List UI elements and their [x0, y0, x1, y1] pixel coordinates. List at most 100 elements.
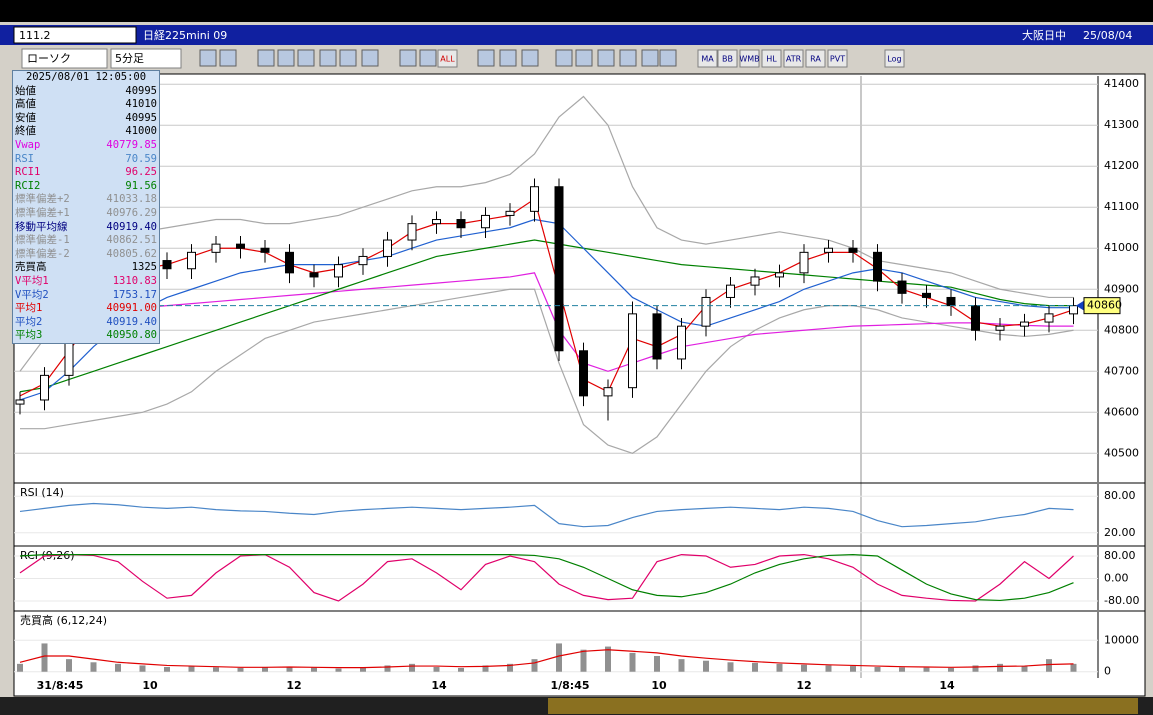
tool-icon[interactable] [257, 49, 275, 67]
interval-select[interactable] [110, 48, 182, 69]
time-label: 1/8:45 [550, 679, 589, 692]
symbol-box[interactable] [13, 26, 137, 44]
info-label: 移動平均線 [15, 220, 68, 233]
tool-icon[interactable] [297, 49, 315, 67]
tool-button[interactable] [884, 49, 905, 68]
tool-icon[interactable] [361, 49, 379, 67]
volume-bar [507, 663, 513, 672]
instrument: 日経225mini 09 [143, 29, 227, 42]
candle-body [211, 243, 221, 253]
info-row: 始値 40995 [13, 85, 159, 99]
info-label: 標準偏差+1 [15, 206, 70, 219]
y-tick-label: 40600 [1104, 405, 1139, 418]
y-tick-label: 40900 [1104, 282, 1139, 295]
volume-bar [556, 643, 562, 672]
info-value: 40995 [125, 111, 157, 124]
candle-body [1069, 305, 1078, 315]
y-tick-label: 80.00 [1104, 549, 1136, 562]
info-label: V平均1 [15, 274, 49, 287]
volume-bar [335, 668, 342, 672]
volume-bar [654, 656, 660, 672]
info-value: 1310.83 [112, 274, 157, 287]
tool-icon[interactable] [277, 49, 295, 67]
date: 25/08/04 [1083, 29, 1132, 42]
tool-button[interactable] [827, 49, 848, 68]
tool-icon[interactable] [499, 49, 517, 67]
tool-button[interactable] [717, 49, 738, 68]
candle-body [383, 239, 392, 257]
info-row: 平均1 40991.00 [13, 302, 159, 316]
volume-bar [433, 667, 440, 672]
volume-bar [850, 666, 856, 672]
volume-bar [262, 667, 268, 672]
info-row: 平均3 40950.80 [13, 329, 159, 343]
candle-body [15, 399, 25, 405]
info-label: 始値 [15, 84, 36, 97]
tool-icon[interactable] [521, 49, 539, 67]
tool-icon[interactable] [339, 49, 357, 67]
tool-icon[interactable] [555, 49, 573, 67]
info-value: 40976.29 [106, 206, 157, 219]
tool-icon[interactable] [319, 49, 337, 67]
y-tick-label: 41300 [1104, 118, 1139, 131]
info-value: 40862.51 [106, 234, 157, 247]
tool-icon[interactable] [219, 49, 237, 67]
volume-bar [801, 664, 807, 672]
indicator-line [19, 553, 1074, 602]
time-label: 10 [651, 679, 667, 692]
candle-body [848, 247, 858, 253]
session: 大阪日中 [1022, 28, 1066, 42]
tool-icon[interactable] [399, 49, 417, 67]
volume-bar [66, 659, 72, 672]
volume-bar [237, 667, 244, 672]
y-tick-label: 40500 [1104, 446, 1139, 459]
candle-body [162, 260, 172, 270]
info-value: 41033.18 [106, 193, 157, 206]
tool-button[interactable] [697, 49, 718, 68]
volume-bar [139, 665, 146, 672]
info-value: 40919.40 [106, 220, 157, 233]
tool-label: BB [722, 55, 733, 64]
info-label: 標準偏差-2 [15, 247, 70, 260]
tool-button[interactable] [761, 49, 782, 68]
style-select[interactable] [21, 48, 108, 69]
tool-icon[interactable] [619, 49, 637, 67]
candle-body [432, 219, 441, 225]
info-label: 高値 [15, 98, 36, 111]
tool-icon[interactable] [199, 49, 217, 67]
info-label: 終値 [15, 125, 36, 138]
title-bar [0, 0, 1153, 22]
info-row: RCI1 96.25 [13, 166, 159, 180]
scroll-thumb[interactable] [548, 698, 1138, 714]
volume-bar [997, 663, 1003, 672]
tool-button[interactable] [783, 49, 804, 68]
volume-bar [458, 667, 464, 672]
volume-bar [188, 666, 195, 672]
tool-icon[interactable] [597, 49, 615, 67]
volume-bar [360, 667, 366, 672]
info-value: 40991.00 [106, 302, 157, 315]
tool-icon[interactable] [659, 49, 677, 67]
tool-button[interactable] [805, 49, 826, 68]
tool-icon[interactable] [419, 49, 437, 67]
tool-label: ATR [786, 55, 802, 64]
tool-icon[interactable] [575, 49, 593, 67]
info-value: 40779.85 [106, 138, 157, 151]
tool-label: HL [766, 55, 777, 64]
tool-icon[interactable] [641, 49, 659, 67]
time-label: 12 [286, 679, 301, 692]
info-row: V平均2 1753.17 [13, 289, 159, 303]
tool-button[interactable] [739, 49, 760, 68]
info-label: 売買高 [15, 261, 47, 274]
tool-label: Log [887, 55, 901, 64]
candle-body [922, 292, 931, 298]
info-value: 1753.17 [112, 288, 157, 301]
info-row: 平均2 40919.40 [13, 316, 159, 330]
volume-bar [899, 667, 905, 672]
tool-icon[interactable] [477, 49, 495, 67]
volume-bar [825, 665, 832, 672]
tool-button[interactable] [437, 49, 458, 68]
info-row: 標準偏差-2 40805.62 [13, 248, 159, 262]
volume-bar [874, 667, 881, 672]
